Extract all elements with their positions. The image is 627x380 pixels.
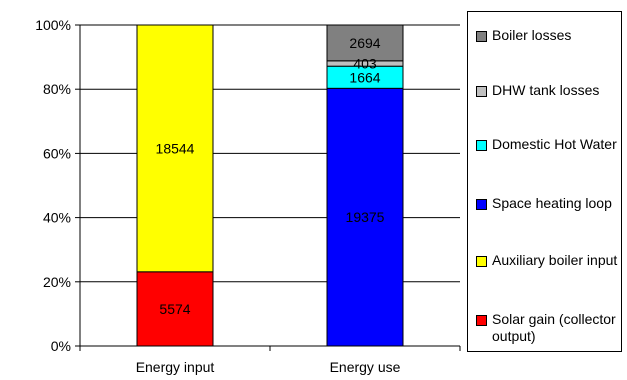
bar-segment [326,24,404,62]
x-tick-label: Energy use [330,359,401,375]
legend-swatch [476,31,487,42]
y-tick-label: 40% [43,210,71,226]
legend-label: Space heating loop [492,195,612,211]
data-label: 403 [353,56,377,72]
legend-swatch [476,140,487,151]
legend-swatch [476,86,487,97]
legend-label: Domestic Hot Water [492,136,617,152]
bar-segment [136,271,214,347]
legend-swatch [476,199,487,210]
data-label: 18544 [156,140,195,156]
data-label: 2694 [349,35,380,51]
chart-legend: Boiler losses DHW tank losses Domestic Hot… [467,11,622,352]
legend-label: Boiler losses [492,27,572,43]
data-label: 5574 [159,301,190,317]
y-tick-label: 100% [35,17,71,33]
y-tick-label: 0% [51,338,71,354]
y-tick-label: 20% [43,274,71,290]
data-label: 1664 [349,69,380,85]
legend-label: Auxiliary boiler input [492,252,618,268]
x-tick-label: Energy input [136,359,215,375]
y-tick-label: 80% [43,81,71,97]
legend-swatch [476,315,487,326]
y-tick-label: 60% [43,145,71,161]
legend-swatch [476,256,487,267]
legend-label: DHW tank losses [492,82,600,98]
bar-segment [136,24,214,273]
legend-label: Solar gain (collector output) [492,311,616,344]
data-label: 19375 [346,209,385,225]
